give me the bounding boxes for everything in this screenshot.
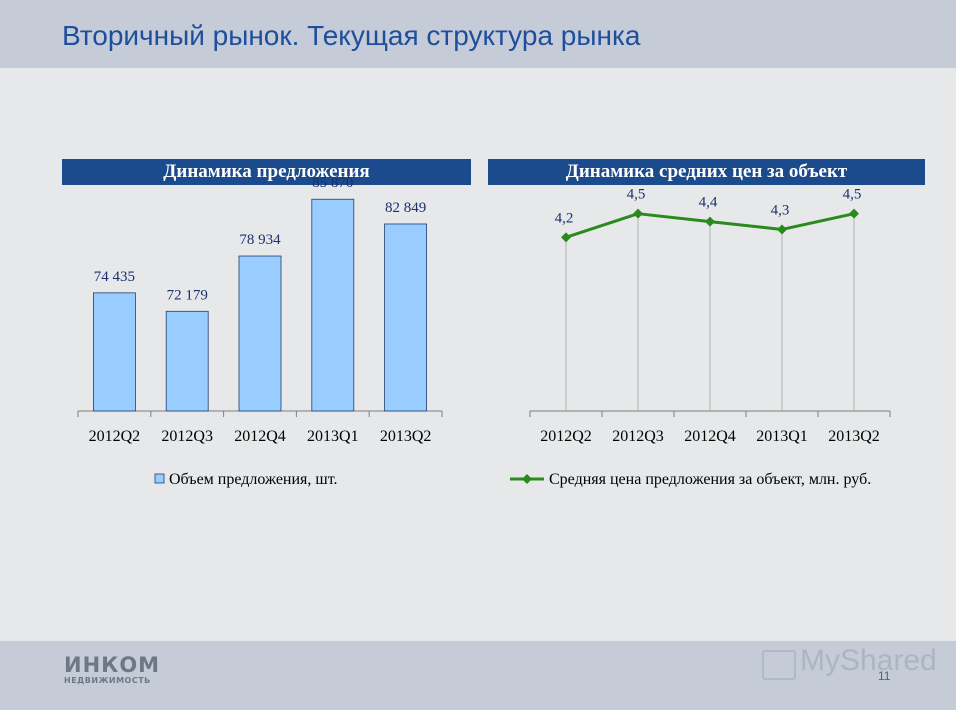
bar-data-label: 78 934 (239, 232, 281, 248)
line-data-label: 4,2 (555, 210, 574, 226)
legend-swatch (154, 473, 165, 484)
x-tick-label: 2013Q2 (380, 428, 432, 445)
watermark-text: MyShared (800, 644, 937, 677)
line-data-label: 4,3 (771, 202, 790, 218)
x-tick-label: 2013Q1 (756, 428, 808, 445)
slide-header (0, 0, 956, 68)
page-number: 11 (878, 669, 891, 683)
x-tick-label: 2012Q3 (612, 428, 664, 445)
line-data-label: 4,4 (699, 195, 718, 211)
data-point-marker (633, 208, 643, 219)
line-data-label: 4,5 (843, 187, 862, 203)
line-data-label: 4,5 (627, 187, 646, 203)
slide-footer (0, 641, 956, 710)
data-point-marker (705, 216, 715, 227)
bar (311, 198, 355, 412)
bar-data-label: 74 435 (94, 269, 135, 285)
bar (165, 310, 209, 412)
bar-data-label: 82 849 (385, 200, 426, 216)
data-point-marker (561, 232, 571, 243)
x-tick-label: 2012Q4 (234, 428, 286, 445)
x-tick-label: 2012Q3 (161, 428, 213, 445)
bar-data-label: 72 179 (167, 287, 208, 303)
x-tick-label: 2012Q2 (89, 428, 141, 445)
data-point-marker (849, 208, 859, 219)
presentation-icon (762, 650, 796, 680)
x-tick-label: 2013Q2 (828, 428, 880, 445)
legend-label: Средняя цена предложения за объект, млн.… (549, 471, 871, 488)
bar (384, 223, 428, 412)
bar-data-label: 85 870 (312, 175, 353, 191)
company-logo-subtitle: НЕДВИЖИМОСТЬ (64, 676, 151, 685)
x-tick-label: 2013Q1 (307, 428, 359, 445)
chart-title-supply: Динамика предложения (62, 159, 471, 185)
x-tick-label: 2012Q4 (684, 428, 736, 445)
legend-label: Объем предложения, шт. (169, 471, 338, 488)
bar (238, 255, 282, 412)
x-tick-label: 2012Q2 (540, 428, 592, 445)
bar (93, 292, 136, 412)
slide-title: Вторичный рынок. Текущая структура рынка (62, 20, 641, 51)
chart-title-prices: Динамика средних цен за объект (488, 159, 925, 185)
legend-marker (522, 474, 532, 484)
data-point-marker (777, 224, 787, 235)
company-logo: ИНКОМ (64, 653, 161, 677)
